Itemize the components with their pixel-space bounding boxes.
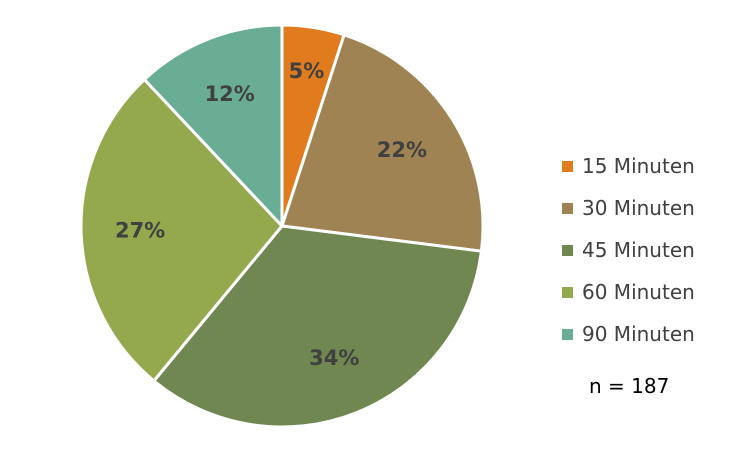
pie-slice-45-minuten xyxy=(152,224,483,429)
legend-item-30-minuten: 30 Minuten xyxy=(562,187,747,229)
legend-label: 60 Minuten xyxy=(582,280,695,304)
legend-swatch xyxy=(562,244,573,256)
pie-slice-90-minuten xyxy=(142,23,284,228)
data-label-45-minuten: 34% xyxy=(309,346,359,370)
data-label-90-minuten: 12% xyxy=(205,82,255,106)
legend-swatch xyxy=(562,328,573,340)
data-label-60-minuten: 27% xyxy=(115,219,165,243)
legend-swatch xyxy=(562,286,573,298)
data-label-15-minuten: 5% xyxy=(289,59,325,83)
chart-legend: 15 Minuten 30 Minuten 45 Minuten 60 Minuten… xyxy=(562,145,747,355)
legend-item-15-minuten: 15 Minuten xyxy=(562,145,747,187)
legend-item-45-minuten: 45 Minuten xyxy=(562,229,747,271)
legend-label: 90 Minuten xyxy=(582,322,695,346)
legend-item-60-minuten: 60 Minuten xyxy=(562,271,747,313)
pie-slice-30-minuten xyxy=(280,33,485,253)
legend-label: 45 Minuten xyxy=(582,238,695,262)
legend-label: 15 Minuten xyxy=(582,154,695,178)
legend-swatch xyxy=(562,202,573,214)
legend-item-90-minuten: 90 Minuten xyxy=(562,313,747,355)
legend-label: 30 Minuten xyxy=(582,196,695,220)
pie-slice-60-minuten xyxy=(79,77,284,383)
legend-swatch xyxy=(562,160,573,172)
data-label-30-minuten: 22% xyxy=(377,138,427,162)
sample-size-note: n = 187 xyxy=(589,374,670,398)
